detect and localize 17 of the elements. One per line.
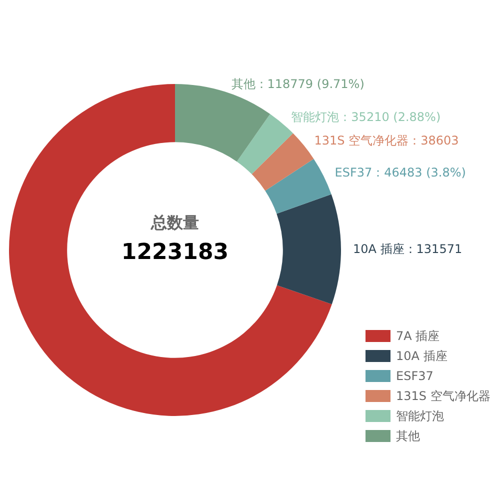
legend-label: 智能灯泡 (396, 409, 444, 423)
legend-label: 7A 插座 (396, 329, 440, 343)
data-label: ESF37：46483 (3.8%) (334, 165, 466, 180)
legend-label: 10A 插座 (396, 349, 448, 363)
data-label: 智能灯泡：35210 (2.88%) (291, 110, 441, 124)
legend-label: 131S 空气净化器 (396, 389, 490, 403)
data-label: 其他：118779 (9.71%) (231, 77, 364, 92)
donut-slice (236, 114, 294, 174)
text: 1223183 (121, 240, 229, 265)
legend-label: 其他 (396, 429, 420, 443)
data-label: 131S 空气净化器：38603 (314, 134, 459, 148)
donut-slice (265, 158, 332, 214)
donut-slice (252, 133, 314, 191)
data-label: 10A 插座：131571 (353, 242, 462, 256)
donut-slice (276, 194, 341, 304)
text: 总数量 (150, 213, 199, 232)
legend-label: ESF37 (396, 369, 434, 383)
